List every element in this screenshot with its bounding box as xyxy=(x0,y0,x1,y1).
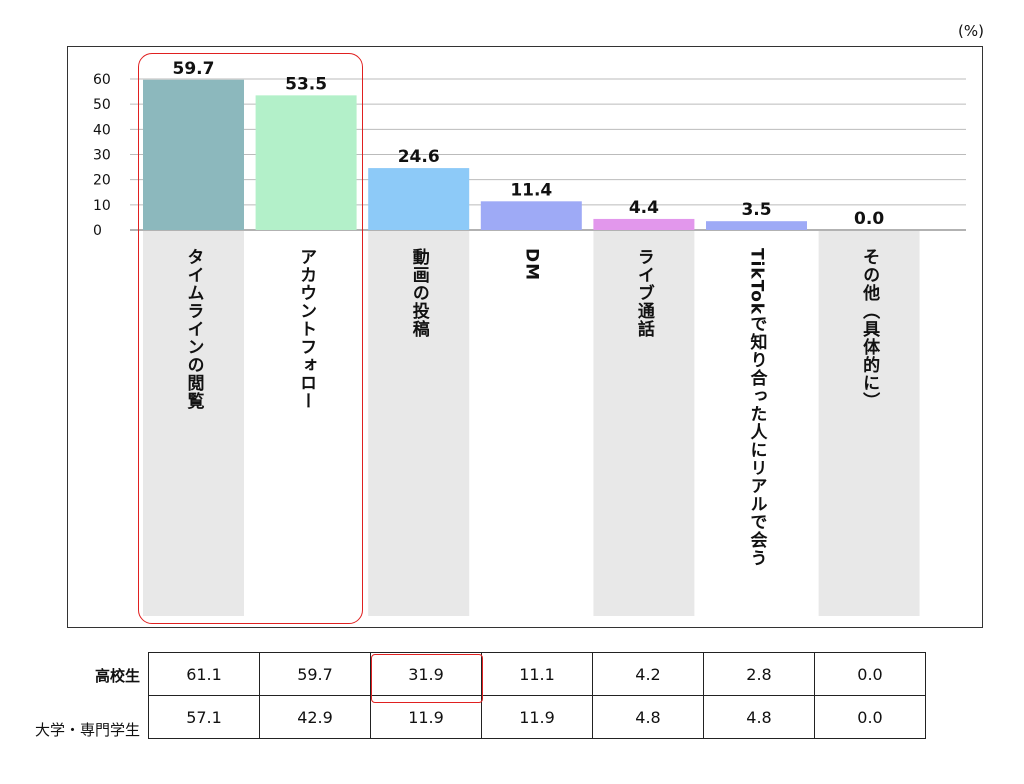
table-row: 57.1 42.9 11.9 11.9 4.8 4.8 0.0 xyxy=(148,695,926,739)
table-cell: 2.8 xyxy=(703,652,815,696)
category-label: ライブ通話 xyxy=(633,248,654,338)
label-column-background xyxy=(368,231,470,616)
y-tick-label: 10 xyxy=(93,198,111,214)
chart-frame xyxy=(67,46,983,628)
unit-label: (%) xyxy=(958,22,984,40)
bar xyxy=(143,79,244,230)
bar xyxy=(480,201,582,230)
category-label: TikTokで知り合った人にリアルで会う xyxy=(746,248,767,568)
table-cell: 57.1 xyxy=(148,695,260,739)
bar xyxy=(706,221,807,230)
bar xyxy=(255,95,357,230)
table-cell: 0.0 xyxy=(814,695,926,739)
bar-value-label: 0.0 xyxy=(854,209,884,229)
category-label: アカウントフォロー xyxy=(296,248,317,410)
highlight-cell xyxy=(371,654,483,703)
label-column-background xyxy=(818,231,920,616)
table-cell: 11.9 xyxy=(481,695,593,739)
label-column-background xyxy=(143,231,244,616)
table-cell: 42.9 xyxy=(259,695,371,739)
table-cell: 4.8 xyxy=(703,695,815,739)
y-tick-label: 30 xyxy=(93,148,111,164)
table-cell: 4.2 xyxy=(592,652,704,696)
y-tick-label: 50 xyxy=(93,97,111,113)
bar-value-label: 53.5 xyxy=(285,74,327,94)
bar-value-label: 4.4 xyxy=(629,198,659,218)
data-table: 61.1 59.7 31.9 11.1 4.2 2.8 0.0 57.1 42.9 11.9 11.… xyxy=(148,652,926,739)
table-cell: 61.1 xyxy=(148,652,260,696)
y-tick-label: 60 xyxy=(93,72,111,88)
table-cell: 59.7 xyxy=(259,652,371,696)
bar-value-label: 24.6 xyxy=(398,147,440,167)
row-label-university: 大学・専門学生 xyxy=(34,721,140,739)
category-label: タイムラインの閲覧 xyxy=(183,248,204,410)
table-cell: 0.0 xyxy=(814,652,926,696)
category-label: DM xyxy=(521,248,542,282)
table-cell: 4.8 xyxy=(592,695,704,739)
category-label: その他（具体的に） xyxy=(859,248,880,410)
label-column-background xyxy=(593,231,695,616)
table-cell: 11.1 xyxy=(481,652,593,696)
category-label: 動画の投稿 xyxy=(408,248,429,338)
table-row: 61.1 59.7 31.9 11.1 4.2 2.8 0.0 xyxy=(148,652,926,696)
y-tick-label: 20 xyxy=(93,173,111,189)
row-label-high-school: 高校生 xyxy=(94,667,140,685)
bar xyxy=(593,218,695,230)
bar-chart: 0 10 20 30 40 50 60 59.7 53.5 24.6 11.4 4.4 3.5 0.0 xyxy=(93,59,966,616)
bar-value-label: 59.7 xyxy=(173,59,215,79)
bar xyxy=(368,168,470,230)
y-tick-label: 40 xyxy=(93,122,111,138)
y-tick-label: 0 xyxy=(93,223,102,239)
bar-value-label: 11.4 xyxy=(510,180,552,200)
bar-value-label: 3.5 xyxy=(741,200,771,220)
